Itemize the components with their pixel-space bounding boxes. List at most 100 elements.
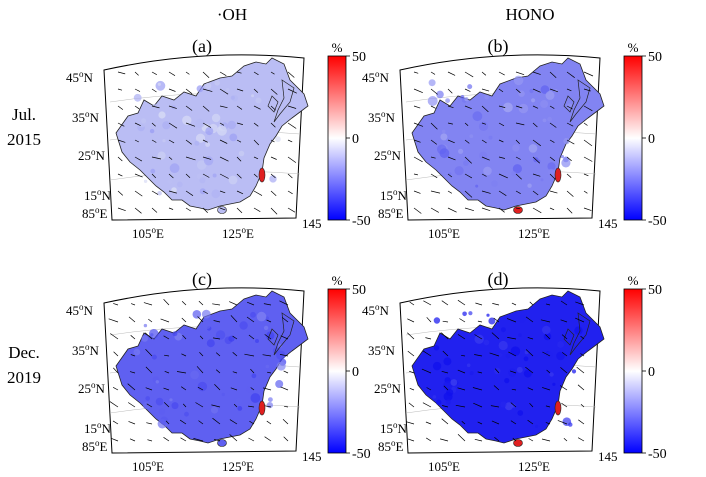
concentration-spot — [228, 335, 235, 342]
concentration-spot — [277, 343, 282, 348]
concentration-spot — [250, 393, 261, 403]
wind-arrow — [198, 420, 204, 425]
concentration-spot — [167, 179, 173, 184]
wind-arrow — [443, 385, 449, 391]
wind-arrow — [219, 156, 229, 162]
wind-arrow — [280, 335, 289, 340]
wind-arrow — [430, 139, 438, 145]
wind-arrow — [236, 122, 243, 125]
wind-arrow — [447, 190, 452, 194]
wind-arrow — [164, 370, 170, 374]
lat-label: 25oN — [78, 147, 106, 163]
concentration-spot — [523, 369, 532, 378]
wind-arrow — [540, 319, 551, 323]
wind-arrow — [583, 71, 594, 77]
concentration-spot — [467, 84, 473, 90]
wind-arrow — [151, 207, 158, 213]
wind-arrow — [134, 207, 142, 214]
wind-arrow — [279, 300, 289, 306]
concentration-spot — [155, 380, 159, 384]
concentration-spot — [524, 350, 529, 355]
korea-outline — [563, 328, 575, 346]
wind-arrow — [560, 367, 568, 374]
concentration-spot — [169, 163, 180, 174]
wind-arrow — [250, 368, 255, 374]
concentration-spot — [488, 317, 496, 325]
concentration-spot — [197, 381, 208, 392]
concentration-spot — [190, 370, 199, 380]
wind-arrow — [253, 207, 261, 213]
concentration-spot — [245, 386, 253, 393]
concentration-spot — [450, 379, 458, 386]
wind-arrow — [263, 303, 272, 306]
concentration-spot — [468, 311, 473, 316]
wind-arrow — [219, 190, 226, 194]
wind-arrow — [498, 88, 504, 93]
wind-arrow — [287, 88, 297, 94]
lon-label: 105oE — [132, 225, 164, 241]
concentration-spot — [195, 118, 205, 129]
wind-arrow — [246, 301, 255, 306]
wind-arrow — [144, 332, 153, 340]
concentration-spot — [162, 139, 166, 143]
concentration-spot — [210, 406, 219, 414]
wind-arrow — [127, 383, 136, 391]
concentration-spot — [511, 171, 517, 177]
wind-arrow — [182, 334, 187, 340]
wind-arrow — [117, 139, 126, 143]
wind-arrow — [287, 190, 293, 195]
wind-arrow — [506, 318, 517, 323]
concentration-spot — [150, 168, 156, 174]
wind-arrow — [560, 300, 568, 306]
wind-arrow — [545, 405, 551, 408]
wind-arrow — [447, 88, 453, 94]
concentration-spot — [475, 184, 479, 188]
wind-arrow — [214, 384, 221, 391]
wind-arrow — [583, 190, 588, 194]
map-panel-c: (c) 45oN 35oN 25oN 15oN 85oE 105oE 125oE 145% 50 0… — [66, 269, 371, 474]
wind-arrow — [151, 156, 162, 160]
wind-arrow — [481, 173, 487, 177]
wind-arrow — [566, 139, 575, 145]
lat-label: 15oN — [380, 187, 408, 203]
wind-arrow — [213, 320, 221, 323]
wind-arrow — [464, 139, 470, 144]
wind-arrow — [532, 173, 541, 177]
wind-arrow — [151, 88, 157, 93]
wind-arrow — [163, 402, 170, 408]
lat-label: 45oN — [66, 302, 94, 318]
concentration-spot — [504, 378, 510, 384]
wind-arrow — [185, 156, 196, 161]
concentration-spot — [443, 381, 453, 391]
wind-arrow — [168, 88, 176, 92]
korea-outline — [563, 95, 575, 113]
wind-arrow — [267, 371, 272, 374]
concentration-spot — [440, 133, 448, 141]
concentration-spot — [540, 178, 544, 182]
wind-arrow — [583, 156, 593, 162]
wind-arrow — [181, 317, 187, 323]
wind-arrow — [270, 122, 276, 128]
wind-arrow — [529, 301, 534, 306]
concentration-spot — [230, 86, 235, 92]
concentration-spot — [228, 175, 238, 185]
wind-arrow — [168, 71, 176, 76]
wind-arrow — [212, 417, 221, 425]
wind-arrow — [498, 71, 505, 76]
concentration-spot — [498, 340, 508, 351]
wind-arrow — [287, 105, 297, 109]
wind-arrow — [515, 207, 521, 210]
wind-arrow — [580, 353, 585, 357]
wind-arrow — [575, 317, 585, 323]
concentration-spot — [251, 94, 255, 98]
concentration-spot — [239, 321, 248, 330]
concentration-spot — [171, 402, 179, 410]
concentration-spot — [155, 397, 164, 406]
wind-arrow — [532, 122, 538, 128]
wind-arrow — [202, 173, 210, 178]
wind-arrow — [176, 371, 187, 374]
concentration-spot — [169, 398, 173, 402]
map-panel-d: (d) 45oN 35oN 25oN 15oN 85oE 105oE 125oE 145% 50 0… — [362, 269, 667, 474]
wind-arrow — [413, 122, 424, 127]
lon-label: 85oE — [378, 438, 404, 454]
